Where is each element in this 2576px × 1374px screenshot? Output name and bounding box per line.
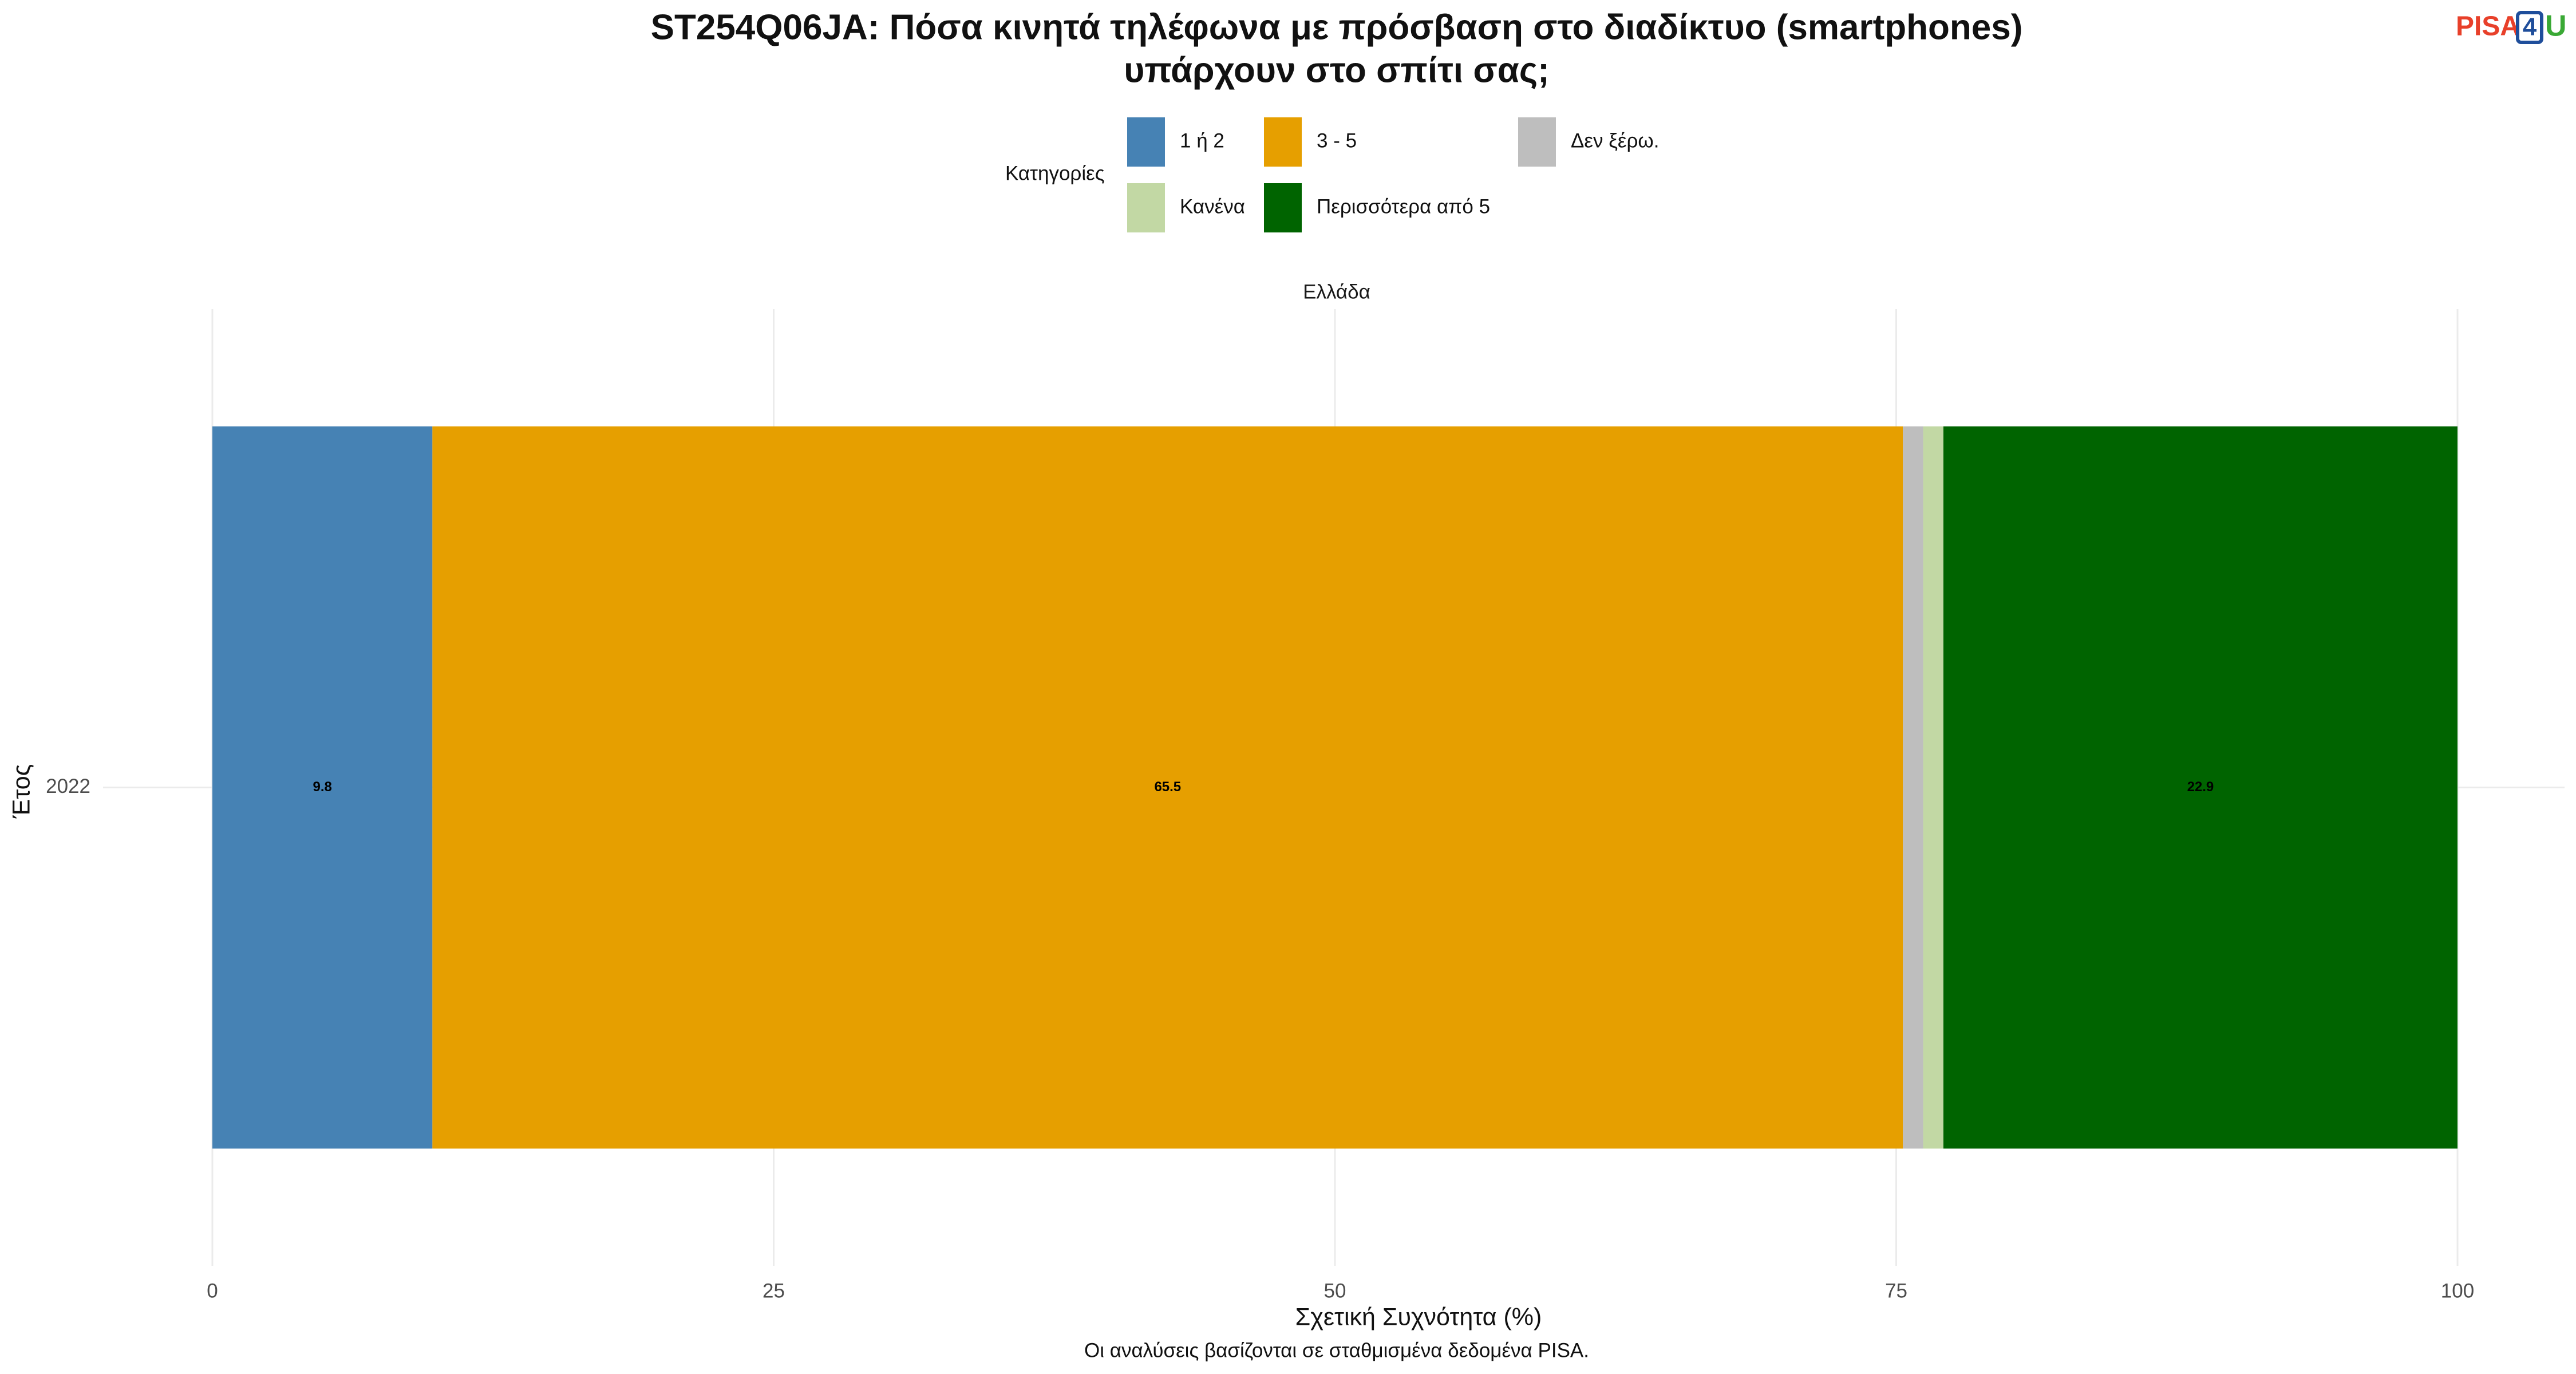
legend-title: Κατηγορίες <box>1005 162 1105 184</box>
bar-segment <box>1903 426 1923 1149</box>
y-tick-label: 2022 <box>46 775 90 797</box>
bar-segment <box>1943 426 2458 1149</box>
legend-label: 3 - 5 <box>1317 129 1357 152</box>
caption: Οι αναλύσεις βασίζονται σε σταθμισμένα δ… <box>1084 1339 1589 1361</box>
legend-key <box>1264 183 1302 232</box>
facet-label: Ελλάδα <box>1303 281 1370 303</box>
data-label: 9.8 <box>313 779 331 795</box>
x-tick-label: 75 <box>1885 1280 1907 1302</box>
logo: U <box>2545 10 2567 43</box>
legend-label: 1 ή 2 <box>1180 129 1224 152</box>
y-axis-label: Έτος <box>7 764 35 819</box>
logo-box <box>2516 11 2543 44</box>
legend-key <box>1127 183 1165 232</box>
chart-title: υπάρχουν στο σπίτι σας; <box>1124 50 1550 90</box>
x-tick-label: 0 <box>207 1280 218 1302</box>
bar-segment <box>1923 426 1943 1149</box>
logo: PISA <box>2456 11 2520 42</box>
x-tick-label: 25 <box>762 1280 785 1302</box>
x-tick-label: 50 <box>1324 1280 1346 1302</box>
bar-segment <box>432 426 1903 1149</box>
legend-key <box>1127 117 1165 167</box>
legend-label: Δεν ξέρω. <box>1571 129 1659 152</box>
chart-title: ST254Q06JA: Πόσα κινητά τηλέφωνα με πρόσ… <box>651 7 2023 47</box>
x-tick-label: 100 <box>2441 1280 2474 1302</box>
legend-label: Κανένα <box>1180 195 1245 218</box>
data-label: 65.5 <box>1154 779 1181 795</box>
legend-key <box>1518 117 1556 167</box>
x-axis-label: Σχετική Συχνότητα (%) <box>1295 1303 1542 1330</box>
bar-segment <box>212 426 433 1149</box>
logo: 4 <box>2523 13 2537 41</box>
legend-key <box>1264 117 1302 167</box>
legend-label: Περισσότερα από 5 <box>1317 195 1490 218</box>
data-label: 22.9 <box>2187 779 2214 795</box>
